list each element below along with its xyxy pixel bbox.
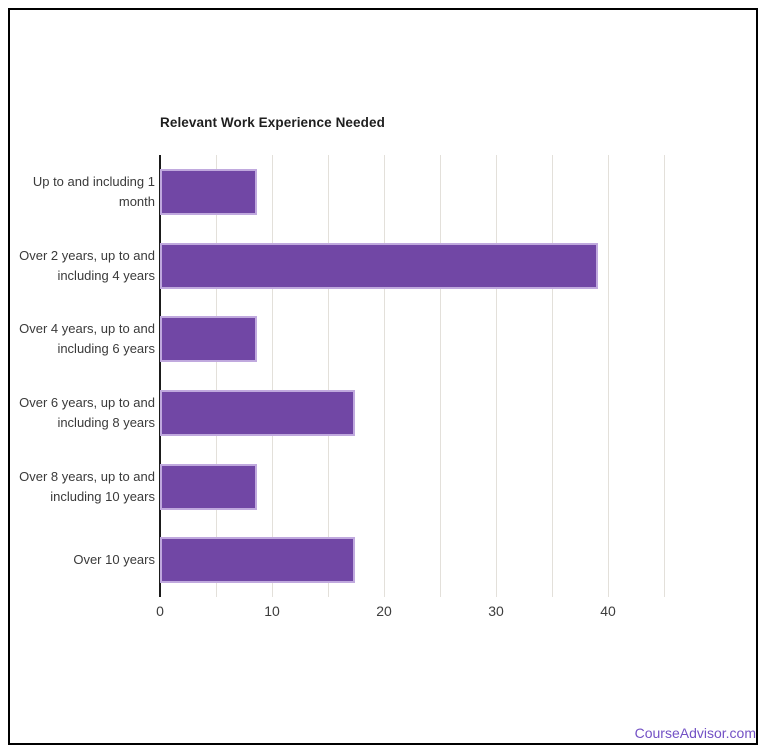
bar-1[interactable] bbox=[160, 169, 257, 215]
plot-area bbox=[159, 155, 666, 597]
chart-frame-border bbox=[8, 8, 758, 745]
category-label: Over 4 years, up to and including 6 year… bbox=[7, 302, 155, 376]
gridline bbox=[552, 155, 553, 597]
x-tick-label: 10 bbox=[264, 603, 280, 619]
gridline bbox=[384, 155, 385, 597]
gridline bbox=[216, 155, 217, 597]
category-label: Over 8 years, up to and including 10 yea… bbox=[7, 450, 155, 524]
y-axis-line bbox=[159, 155, 161, 597]
gridline bbox=[328, 155, 329, 597]
category-label-text: Over 10 years bbox=[73, 552, 155, 567]
category-label: Over 10 years bbox=[7, 523, 155, 597]
bar-5[interactable] bbox=[160, 464, 257, 510]
gridline bbox=[272, 155, 273, 597]
gridline bbox=[608, 155, 609, 597]
category-label-text: Over 8 years, up to and including 10 yea… bbox=[19, 469, 155, 504]
bar-4[interactable] bbox=[160, 390, 355, 436]
bar-6[interactable] bbox=[160, 537, 355, 583]
x-tick-label: 0 bbox=[156, 603, 164, 619]
category-label-text: Up to and including 1 month bbox=[32, 174, 155, 209]
category-label: Up to and including 1 month bbox=[7, 155, 155, 229]
category-label-text: Over 4 years, up to and including 6 year… bbox=[19, 321, 155, 356]
category-label-text: Over 2 years, up to and including 4 year… bbox=[19, 248, 155, 283]
bar-3[interactable] bbox=[160, 316, 257, 362]
category-label: Over 2 years, up to and including 4 year… bbox=[7, 229, 155, 303]
bar-2[interactable] bbox=[160, 243, 598, 289]
gridline bbox=[664, 155, 665, 597]
x-tick-label: 30 bbox=[488, 603, 504, 619]
x-tick-label: 40 bbox=[600, 603, 616, 619]
category-label: Over 6 years, up to and including 8 year… bbox=[7, 376, 155, 450]
gridline bbox=[440, 155, 441, 597]
category-label-text: Over 6 years, up to and including 8 year… bbox=[19, 395, 155, 430]
gridline bbox=[496, 155, 497, 597]
chart-title: Relevant Work Experience Needed bbox=[160, 115, 385, 130]
x-tick-label: 20 bbox=[376, 603, 392, 619]
courseadvisor-watermark-link[interactable]: CourseAdvisor.com bbox=[634, 725, 756, 741]
